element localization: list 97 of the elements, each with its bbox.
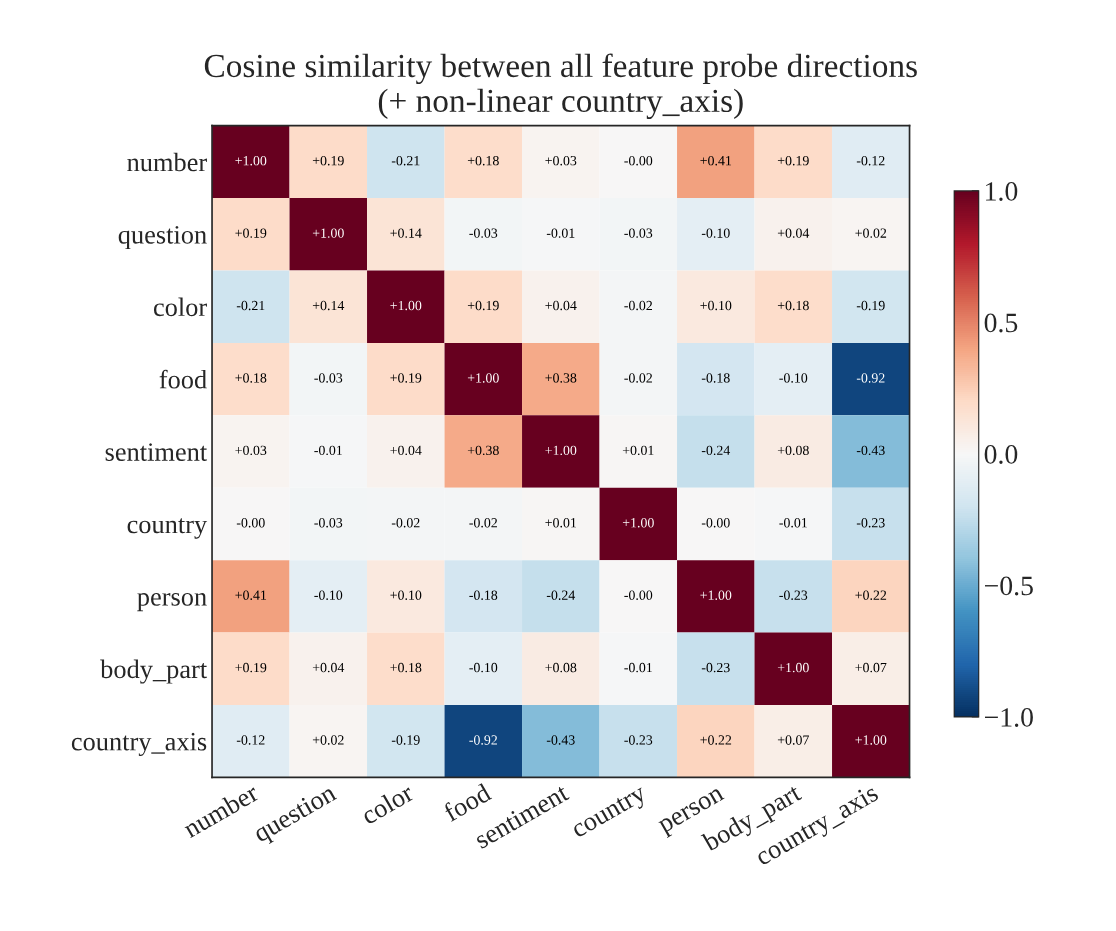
data-label: +0.10 (700, 300, 732, 311)
data-label: -0.24 (546, 590, 576, 600)
data-label: -0.24 (701, 445, 731, 456)
data-label: -0.01 (546, 228, 575, 238)
data-label: -0.21 (391, 155, 420, 166)
data-label: -0.01 (779, 518, 807, 528)
chart-title: Cosine similarity between all feature probe directions (+ non-linear country_axis) (204, 53, 917, 119)
data-label: -0.23 (779, 590, 808, 600)
data-label: +1.00 (855, 735, 887, 745)
data-label: -0.03 (469, 228, 498, 238)
data-label: +0.19 (312, 155, 344, 166)
data-label: -0.12 (236, 735, 265, 745)
data-label: -0.23 (856, 518, 885, 528)
data-label: +0.19 (235, 228, 267, 238)
data-label: +1.00 (390, 300, 422, 311)
data-label: +0.41 (700, 155, 732, 166)
y-tick-label: color (153, 297, 207, 317)
color-bar-label: −1.0 (984, 708, 1033, 727)
data-label: +0.01 (545, 518, 577, 528)
data-label: +0.04 (390, 445, 422, 456)
data-label: -0.01 (314, 445, 342, 456)
data-label: +0.22 (855, 590, 887, 600)
data-label: -0.00 (624, 155, 653, 166)
data-label: +0.41 (235, 590, 267, 600)
data-label: +0.04 (777, 228, 810, 238)
data-label: -0.00 (624, 590, 653, 600)
data-label: +0.18 (235, 373, 267, 383)
color-bar-label: 1.0 (986, 182, 1018, 201)
data-label: -0.10 (314, 590, 343, 600)
data-label: +0.07 (855, 662, 887, 673)
data-label: +1.00 (235, 155, 267, 166)
data-label: +0.07 (777, 735, 809, 745)
data-label: +0.18 (467, 155, 499, 166)
data-label: +0.38 (545, 373, 577, 383)
y-tick-label: person (137, 593, 207, 612)
data-label: +1.00 (622, 518, 654, 528)
data-label: +0.14 (390, 228, 422, 238)
data-label: +0.22 (700, 735, 732, 745)
data-label: -0.19 (391, 735, 420, 745)
data-label: +0.02 (312, 735, 344, 745)
data-label: +0.19 (235, 662, 267, 673)
data-label: -0.43 (546, 735, 575, 745)
data-label: -0.03 (314, 373, 343, 383)
data-label: -0.00 (701, 518, 730, 528)
data-label: +0.08 (545, 662, 577, 673)
data-label: -0.02 (624, 373, 652, 383)
data-label: -0.23 (701, 662, 730, 673)
data-label: +1.00 (312, 228, 344, 238)
data-label: -0.18 (701, 373, 730, 383)
data-label: -0.02 (391, 518, 420, 528)
data-label: +1.00 (700, 590, 732, 600)
data-label: +0.03 (235, 445, 267, 456)
data-label: -0.43 (856, 445, 885, 456)
y-tick-label: number (127, 152, 207, 172)
data-label: +1.00 (467, 373, 499, 383)
data-label: -0.00 (236, 518, 265, 528)
y-tick-label: country_axis (71, 732, 207, 756)
data-label: +0.18 (777, 300, 809, 311)
color-bar-label: 0.0 (984, 445, 1018, 464)
color-bar-label: 0.5 (984, 313, 1018, 333)
data-label: -0.10 (469, 662, 498, 673)
data-label: -0.21 (236, 300, 265, 311)
data-label: -0.03 (314, 518, 343, 528)
data-label: -0.92 (856, 373, 885, 383)
data-label: -0.23 (624, 735, 653, 745)
data-label: +0.01 (622, 445, 654, 456)
data-label: +0.03 (545, 155, 577, 166)
data-label: +0.19 (777, 155, 809, 166)
color-bar-label: −0.5 (984, 576, 1033, 596)
data-label: -0.18 (469, 590, 498, 600)
data-label: -0.02 (624, 300, 652, 311)
data-label: +1.00 (545, 445, 577, 456)
data-label: +0.19 (390, 373, 422, 383)
data-label: +0.10 (390, 590, 422, 600)
data-label: -0.10 (779, 373, 808, 383)
data-label: +0.14 (312, 300, 345, 311)
data-label: +0.04 (545, 300, 577, 311)
data-label: -0.12 (856, 155, 885, 166)
data-label: +0.02 (855, 228, 887, 238)
y-tick-label: sentiment (105, 443, 208, 461)
data-label: -0.02 (469, 518, 497, 528)
data-label: -0.92 (469, 735, 497, 745)
y-tick-label: food (159, 369, 207, 389)
y-tick-label: question (118, 225, 207, 250)
data-label: +0.08 (777, 445, 809, 456)
data-label: +0.04 (312, 662, 345, 673)
data-label: -0.01 (624, 662, 652, 673)
data-label: -0.10 (701, 228, 730, 238)
data-label: +0.19 (467, 300, 499, 311)
y-tick-label: body_part (100, 659, 208, 684)
y-tick-label: country (127, 518, 208, 539)
data-label: -0.19 (856, 300, 885, 311)
x-tick-label: color (359, 782, 415, 825)
data-label: -0.03 (624, 228, 653, 238)
data-label: +1.00 (777, 662, 809, 673)
data-label: +0.18 (390, 662, 422, 673)
data-label: +0.38 (467, 445, 499, 456)
